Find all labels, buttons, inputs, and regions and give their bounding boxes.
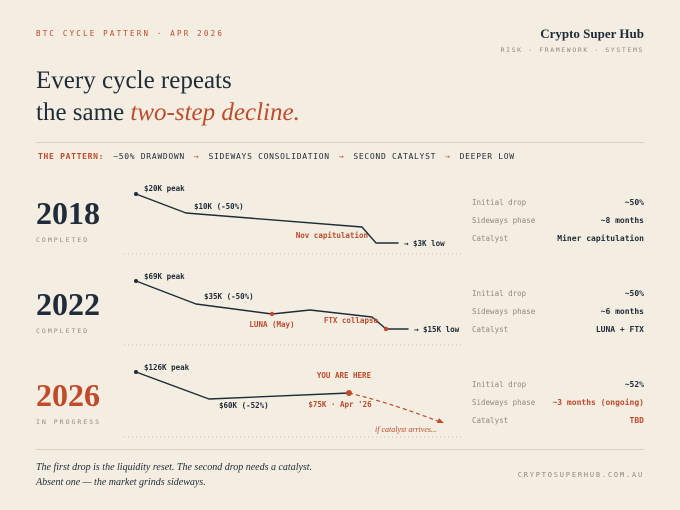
eyebrow-tag: BTC CYCLE PATTERN · APR 2026	[36, 29, 225, 38]
stat-row: Initial drop ~50%	[472, 193, 644, 211]
stat-row: Initial drop ~52%	[472, 375, 644, 393]
projection-label: if catalyst arrives...	[375, 425, 437, 434]
cycle-year: 2026	[36, 376, 100, 413]
drawdown-label: $10K (-50%)	[194, 202, 244, 211]
stat-label: Sideways phase	[472, 397, 536, 407]
price-line-2018	[135, 193, 399, 244]
stat-label: Sideways phase	[472, 306, 536, 316]
stat-label: Initial drop	[472, 288, 527, 298]
low-label: → $3K low	[404, 239, 445, 248]
pattern-step-1: ~50% DRAWDOWN	[113, 152, 185, 161]
stat-row: Sideways phase ~8 months	[472, 211, 644, 229]
stat-label: Catalyst	[472, 415, 509, 425]
brand-name: Crypto Super Hub	[540, 26, 644, 41]
stat-value: TBD	[629, 415, 644, 425]
ftx-dot	[383, 326, 389, 332]
peak-dot	[134, 279, 138, 283]
stat-row: Catalyst LUNA + FTX	[472, 320, 644, 338]
stat-row: Sideways phase ~6 months	[472, 302, 644, 320]
stat-row: Catalyst Miner capitulation	[472, 229, 644, 247]
you-are-here-label: YOU ARE HERE	[317, 371, 372, 380]
brand-block: Crypto Super Hub RISK · FRAMEWORK · SYST…	[501, 26, 644, 54]
cycle-section-2022: 2022 COMPLETED $69K peak $35K (-50%) LUN…	[36, 262, 644, 353]
arrow-right-icon: →	[338, 152, 345, 161]
arrow-right-icon: →	[445, 152, 451, 161]
you-are-here-dot	[346, 390, 352, 396]
chart-2022: $69K peak $35K (-50%) LUNA (May) FTX col…	[124, 272, 462, 346]
stat-label: Catalyst	[472, 233, 509, 243]
stat-label: Initial drop	[472, 197, 527, 207]
stat-label: Initial drop	[472, 379, 527, 389]
headline: Every cycle repeats the same two-step de…	[36, 65, 644, 129]
peak-label: $69K peak	[144, 272, 185, 281]
pattern-step-2: SIDEWAYS CONSOLIDATION	[208, 152, 330, 161]
stat-row: Catalyst TBD	[472, 411, 644, 429]
stats-2018: Initial drop ~50% Sideways phase ~8 mont…	[472, 193, 644, 247]
year-column: 2018 COMPLETED	[36, 197, 114, 244]
luna-label: LUNA (May)	[249, 320, 294, 329]
cycle-status: COMPLETED	[36, 235, 90, 244]
projection-dashed-line	[348, 392, 441, 423]
peak-dot	[134, 370, 138, 374]
drawdown-label: $35K (-50%)	[204, 292, 254, 301]
footer-line2: Absent one — the market grinds sideways.	[36, 477, 206, 488]
drawdown-label: $60K (-52%)	[219, 401, 269, 410]
pattern-strip: THE PATTERN: ~50% DRAWDOWN → SIDEWAYS CO…	[36, 142, 644, 168]
stat-value: ~50%	[624, 288, 644, 298]
footer-site-url: CRYPTOSUPERHUB.COM.AU	[517, 471, 644, 479]
stats-2022: Initial drop ~50% Sideways phase ~6 mont…	[472, 284, 644, 338]
chart-2018: $20K peak $10K (-50%) Nov capitulation →…	[124, 184, 462, 255]
arrow-right-icon: →	[193, 152, 200, 161]
footer: The first drop is the liquidity reset. T…	[36, 449, 644, 490]
header: BTC CYCLE PATTERN · APR 2026 Crypto Supe…	[36, 26, 644, 54]
stat-label: Catalyst	[472, 324, 509, 334]
cycle-status: COMPLETED	[36, 326, 90, 335]
arrow-head-icon	[436, 418, 444, 423]
stat-value: Miner capitulation	[557, 233, 644, 243]
cycle-year: 2022	[36, 285, 100, 322]
peak-label: $20K peak	[144, 184, 185, 193]
ftx-label: FTX collapse	[324, 316, 379, 325]
catalyst-label: Nov capitulation	[296, 231, 368, 240]
cycle-status: IN PROGRESS	[36, 417, 102, 426]
stats-2026: Initial drop ~52% Sideways phase ~3 mont…	[472, 375, 644, 429]
luna-dot	[269, 311, 275, 317]
pattern-step-3: SECOND CATALYST	[353, 152, 437, 161]
cycle-year: 2018	[36, 194, 100, 231]
stat-row: Sideways phase ~3 months (ongoing)	[472, 393, 644, 411]
stat-value: ~8 months	[600, 215, 644, 225]
price-line-2026	[135, 371, 350, 400]
chart-2026: $126K peak $60K (-52%) YOU ARE HERE $75K…	[124, 363, 462, 438]
stat-row: Initial drop ~50%	[472, 284, 644, 302]
peak-label: $126K peak	[144, 363, 190, 372]
pattern-label: THE PATTERN:	[38, 152, 105, 161]
pattern-step-4: DEEPER LOW	[459, 152, 515, 161]
stat-value: LUNA + FTX	[595, 324, 644, 334]
year-column: 2022 COMPLETED	[36, 288, 114, 335]
headline-line2-accent: two-step decline.	[130, 99, 300, 126]
peak-dot	[134, 192, 138, 196]
low-label: → $15K low	[414, 325, 460, 334]
stat-label: Sideways phase	[472, 215, 536, 225]
cycle-section-2018: 2018 COMPLETED $20K peak $10K (-50%) Nov…	[36, 171, 644, 262]
footer-line1: The first drop is the liquidity reset. T…	[36, 462, 313, 473]
current-price-label: $75K · Apr '26	[308, 400, 372, 409]
headline-line2-prefix: the same	[36, 99, 131, 126]
cycle-section-2026: 2026 IN PROGRESS $126K peak $60K (-52%) …	[36, 353, 644, 444]
stat-value: ~3 months (ongoing)	[552, 397, 644, 407]
brand-tagline: RISK · FRAMEWORK · SYSTEMS	[500, 46, 644, 54]
stat-value: ~52%	[624, 379, 644, 389]
year-column: 2026 IN PROGRESS	[36, 379, 114, 426]
footer-note: The first drop is the liquidity reset. T…	[36, 460, 312, 490]
stat-value: ~6 months	[600, 306, 644, 316]
headline-line1: Every cycle repeats	[36, 67, 232, 94]
stat-value: ~50%	[624, 197, 644, 207]
cycle-sections: 2018 COMPLETED $20K peak $10K (-50%) Nov…	[36, 171, 644, 444]
